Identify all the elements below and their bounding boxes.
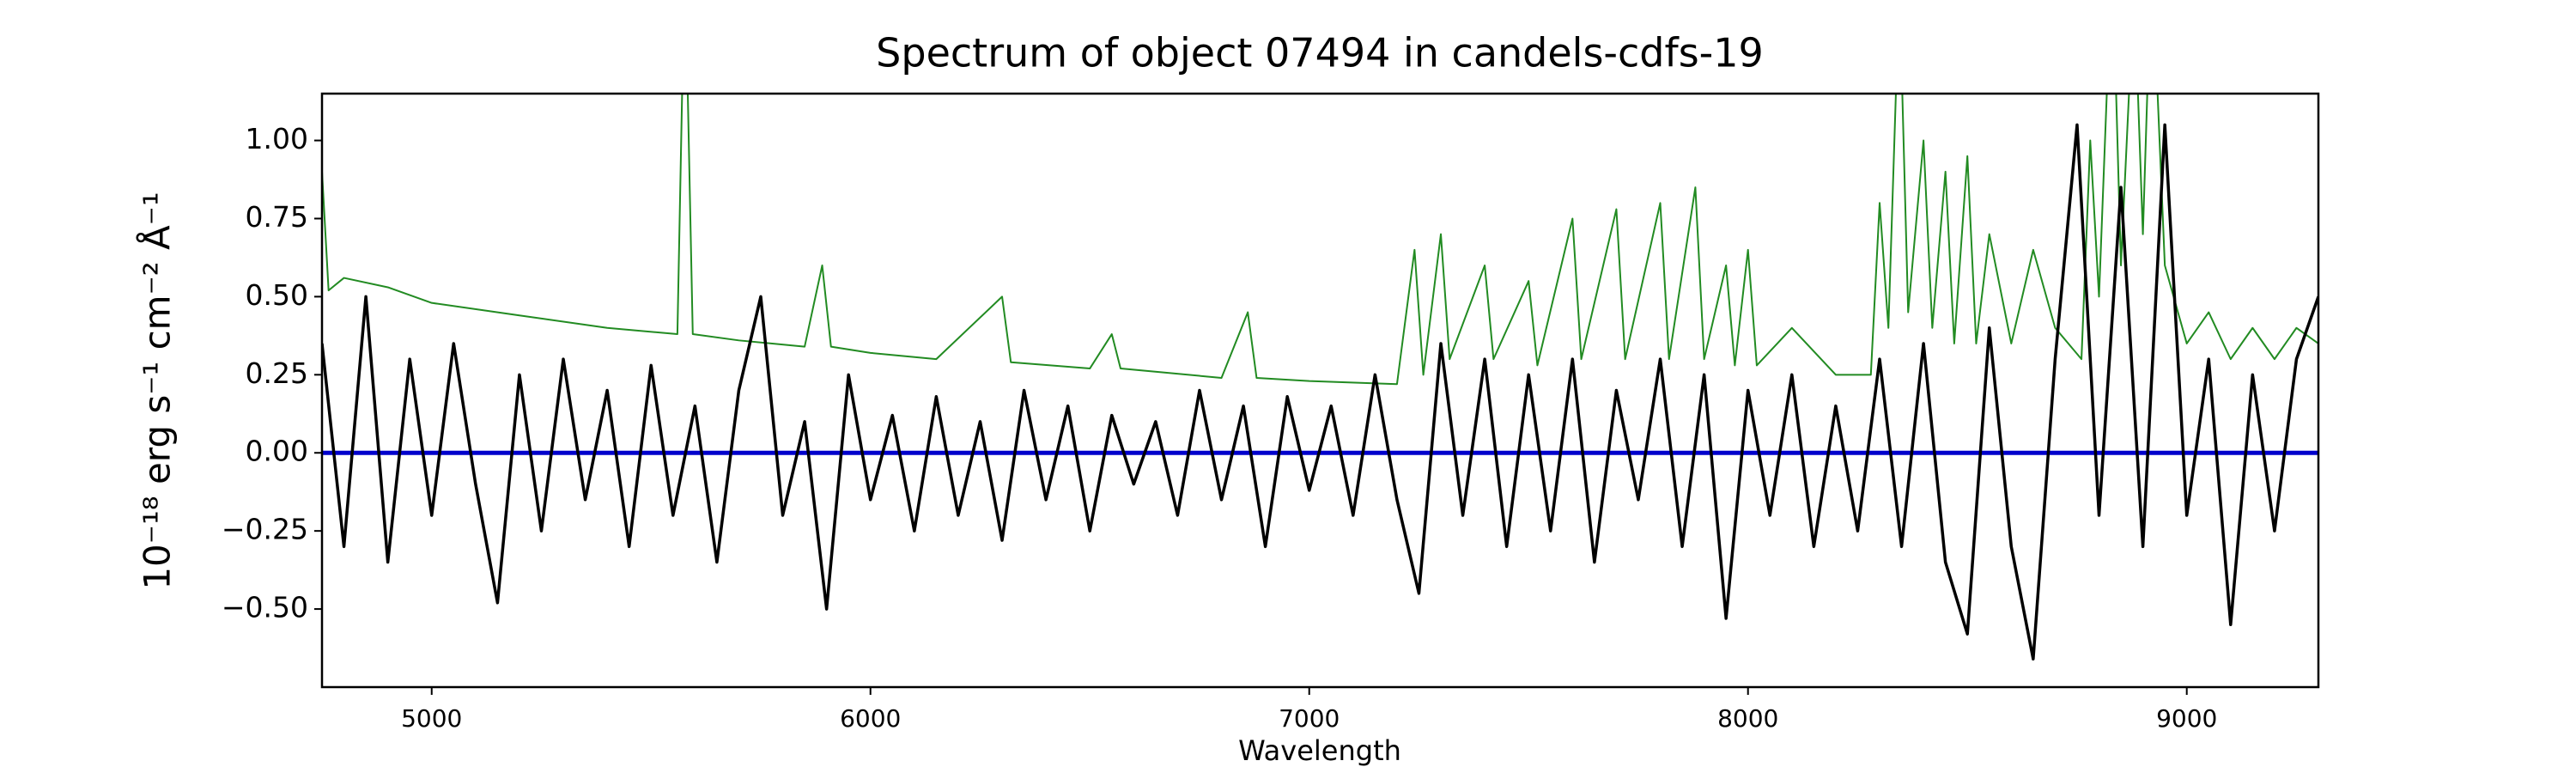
- x-tick-label: 6000: [840, 704, 901, 733]
- y-tick-label: 0.00: [246, 435, 308, 468]
- spectrum-line: [322, 123, 2318, 661]
- x-tick-label: 7000: [1279, 704, 1340, 733]
- x-axis-label: Wavelength: [1238, 734, 1401, 767]
- x-tick-label: 8000: [1717, 704, 1778, 733]
- y-tick-label: 0.75: [246, 200, 308, 234]
- y-tick-label: 0.50: [246, 278, 308, 312]
- y-tick-label: −0.25: [222, 513, 308, 546]
- chart-title: Spectrum of object 07494 in candels-cdfs…: [876, 30, 1764, 76]
- y-axis-label: 10⁻¹⁸ erg s⁻¹ cm⁻² Å⁻¹: [136, 192, 179, 589]
- plot-area: [322, 94, 2318, 661]
- spectrum-line: [322, 94, 2318, 386]
- y-tick-label: 0.25: [246, 356, 308, 390]
- y-tick-label: 1.00: [246, 122, 308, 155]
- y-tick-label: −0.50: [222, 591, 308, 624]
- axes-frame: [320, 92, 2320, 689]
- x-tick-label: 5000: [401, 704, 462, 733]
- x-tick-label: 9000: [2156, 704, 2217, 733]
